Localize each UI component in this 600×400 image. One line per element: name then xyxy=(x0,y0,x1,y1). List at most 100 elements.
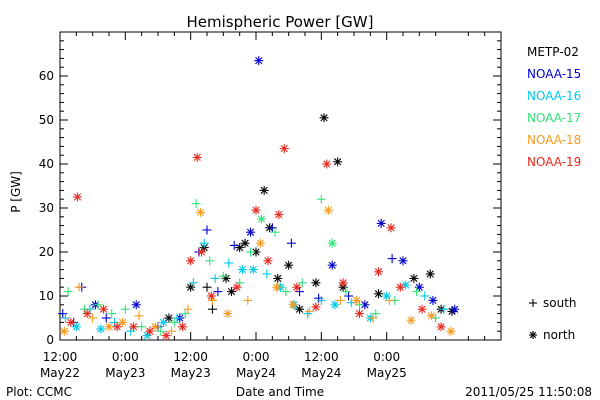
north-point xyxy=(227,287,236,297)
north-point xyxy=(446,326,456,336)
x-tick-date-label: May22 xyxy=(40,366,80,380)
y-axis: 0 10 20 30 40 50 60 xyxy=(39,40,501,347)
north-point xyxy=(409,273,419,283)
north-point xyxy=(104,322,114,332)
south-point xyxy=(188,278,198,288)
x-tick-time-label: 0:00 xyxy=(112,350,139,364)
y-tick-label: 60 xyxy=(39,69,54,83)
x-axis-label: Date and Time xyxy=(236,385,324,399)
north-point xyxy=(164,313,174,323)
south-point xyxy=(74,282,84,292)
x-tick-time-label: 12:00 xyxy=(173,350,208,364)
x-tick-time-label: 12:00 xyxy=(304,350,339,364)
y-tick-label: 50 xyxy=(39,113,54,127)
legend-entry: NOAA-18 xyxy=(527,133,581,147)
south-point xyxy=(93,300,103,310)
south-point xyxy=(210,273,220,283)
north-point xyxy=(428,295,438,305)
north-point xyxy=(71,322,81,332)
north-point xyxy=(255,238,265,248)
south-point xyxy=(120,304,130,314)
north-point xyxy=(323,205,333,215)
north-point xyxy=(235,243,245,253)
north-point xyxy=(59,326,69,336)
south-point xyxy=(202,225,212,235)
series-noaa-17 xyxy=(63,194,441,336)
north-point xyxy=(374,289,383,299)
south-point xyxy=(341,287,351,297)
series-noaa-19 xyxy=(66,144,446,341)
north-point xyxy=(395,282,405,292)
x-tick-date-label: May24 xyxy=(301,366,341,380)
north-point xyxy=(338,278,348,288)
south-point xyxy=(229,240,239,250)
y-tick-label: 40 xyxy=(39,157,54,171)
north-point xyxy=(237,265,247,275)
north-point xyxy=(192,152,202,162)
north-point xyxy=(178,322,187,332)
south-point xyxy=(439,304,449,314)
north-point xyxy=(352,295,362,305)
y-tick-label: 30 xyxy=(39,201,54,215)
north-legend-label: north xyxy=(543,328,575,342)
south-point xyxy=(107,309,117,319)
north-point xyxy=(374,267,383,277)
north-point xyxy=(254,56,264,66)
north-point xyxy=(382,291,392,301)
south-point xyxy=(183,304,193,314)
y-tick-label: 0 xyxy=(46,333,54,347)
south-point xyxy=(169,317,179,327)
legend: METP-02 NOAA-15 NOAA-16 NOAA-17 NOAA-18 NOAA-… xyxy=(527,45,581,169)
south-point xyxy=(316,194,326,204)
north-point xyxy=(118,317,128,327)
north-point xyxy=(72,192,82,202)
north-point xyxy=(263,256,273,266)
south-point xyxy=(286,238,296,248)
legend-entry: NOAA-16 xyxy=(527,89,581,103)
south-point xyxy=(412,287,422,297)
y-axis-label: P [GW] xyxy=(9,171,23,213)
north-point xyxy=(436,322,446,332)
north-point xyxy=(195,207,205,217)
x-tick-date-label: May24 xyxy=(236,366,276,380)
north-point xyxy=(223,309,233,319)
south-point xyxy=(60,313,70,323)
north-point xyxy=(251,205,261,215)
south-point xyxy=(88,313,98,323)
plot-frame xyxy=(59,31,502,341)
south-point xyxy=(262,269,272,279)
south-point xyxy=(246,247,256,257)
north-point xyxy=(330,300,340,310)
north-point xyxy=(112,322,122,332)
x-tick-date-label: May23 xyxy=(171,366,211,380)
north-point xyxy=(288,300,298,310)
south-point xyxy=(224,258,234,268)
north-point xyxy=(425,269,435,279)
north-point xyxy=(232,282,242,292)
series-noaa-15 xyxy=(58,56,460,332)
north-point xyxy=(311,302,321,312)
legend-entry: NOAA-17 xyxy=(527,111,581,125)
south-point xyxy=(431,313,441,323)
north-point xyxy=(406,315,416,325)
south-point xyxy=(63,287,73,297)
north-point xyxy=(82,309,92,319)
north-point xyxy=(248,265,258,275)
north-point xyxy=(376,218,386,228)
south-point xyxy=(205,256,215,266)
south-point xyxy=(270,227,280,237)
north-point xyxy=(386,223,396,233)
south-point xyxy=(316,295,326,305)
south-point xyxy=(137,322,147,332)
north-point xyxy=(398,256,408,266)
south-point xyxy=(167,326,177,336)
north-point xyxy=(129,322,138,332)
north-point xyxy=(322,159,332,169)
north-point xyxy=(292,282,302,292)
north-point xyxy=(327,238,337,248)
north-symbol xyxy=(529,331,537,339)
north-point xyxy=(206,291,216,301)
south-point xyxy=(191,199,201,209)
south-point xyxy=(387,254,397,264)
south-point xyxy=(243,295,253,305)
